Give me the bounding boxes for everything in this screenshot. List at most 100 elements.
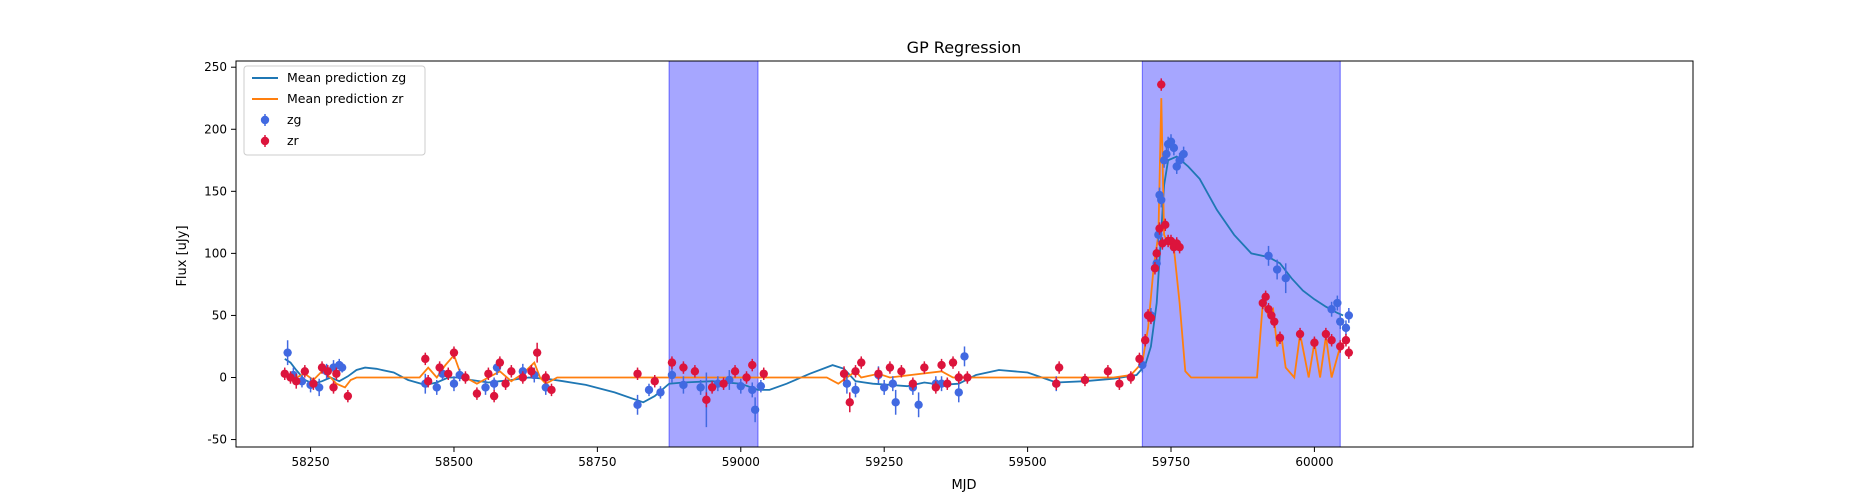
data-point-zr [472,387,482,400]
data-point-zr [719,377,728,390]
x-tick: 59500 [1009,447,1047,469]
data-point-zg [1272,259,1282,280]
data-point-zr [541,371,550,384]
x-tick-label: 59250 [865,455,903,469]
data-point-zr [920,361,929,374]
data-point-zg [679,376,688,394]
data-point-zr [874,367,883,380]
y-tick-label: 200 [204,122,227,136]
data-point-zg [748,382,757,398]
data-point-zr [954,371,963,384]
data-point-zr [937,358,946,372]
data-point-zr [507,365,516,378]
data-point-zr [667,356,677,369]
data-point-zr [702,392,711,408]
data-point-zg [1344,307,1354,323]
data-point-zr [1157,78,1166,91]
data-point-zr [1080,373,1090,387]
x-tick: 59250 [865,447,903,469]
data-point-zr [495,356,505,369]
data-point-zr [323,365,332,378]
y-tick: 200 [204,122,236,136]
legend-label: Mean prediction zg [287,70,406,85]
data-point-zr [851,365,860,378]
data-point-zg [644,383,654,397]
data-point-zr [1135,352,1144,366]
data-point-zr [1310,336,1319,349]
data-point-zr [444,367,453,380]
data-point-zr [1161,218,1170,232]
series-zr [280,78,1354,413]
data-point-zr [897,365,906,378]
data-point-zr [748,358,757,372]
data-point-zr [1327,334,1336,347]
data-point-zr [742,371,751,384]
x-tick: 58500 [435,447,473,469]
data-point-zg [756,379,766,393]
data-point-zr [1344,346,1354,359]
x-tick: 59750 [1152,447,1190,469]
y-axis-ticks: -50 0 50 100 150 200 250 [204,60,236,447]
legend-label: Mean prediction zr [287,91,404,106]
data-point-zr [1175,240,1184,254]
data-point-zr [650,375,659,388]
data-point-zg [489,377,499,390]
x-tick: 58250 [291,447,330,469]
data-point-zr [1270,315,1279,328]
data-point-zg [1341,320,1351,336]
data-point-zr [759,367,768,380]
data-point-zr [435,361,444,374]
mean-line-zr [284,98,1347,389]
data-point-zr [1341,334,1351,347]
x-tick-label: 59750 [1152,455,1190,469]
y-tick: -50 [207,433,236,447]
data-point-zg [1162,146,1171,162]
data-point-zr [484,367,493,380]
data-point-zr [501,377,510,390]
legend-entry: zg [260,112,302,127]
data-point-zg [1333,295,1342,311]
data-point-zr [690,365,700,378]
data-point-zr [309,377,318,390]
data-point-zg [449,376,459,392]
data-point-zr [547,383,556,397]
y-tick: 0 [219,370,236,384]
data-point-zg [696,379,705,395]
x-tick-label: 59500 [1009,455,1047,469]
data-point-zr [300,365,310,378]
y-axis-label: Flux [uJy] [175,225,190,286]
x-axis-label: MJD [951,478,976,493]
x-tick: 59000 [722,447,760,469]
data-point-zr [1103,365,1113,378]
chart-title: GP Regression [907,38,1022,57]
data-point-zr [489,389,499,403]
y-tick-label: -50 [207,433,227,447]
data-point-zg [1179,146,1188,162]
data-point-zr [679,361,688,374]
data-point-zg [432,379,441,395]
data-point-zr [633,367,642,380]
data-point-zr [931,381,941,394]
data-point-zg [891,389,900,415]
highlight-regions [668,60,1341,448]
data-point-zr [1321,327,1331,341]
data-point-zg [656,386,665,399]
data-point-zr [857,356,866,369]
data-point-zg [1264,245,1273,266]
data-point-zr [1295,327,1305,341]
legend-entry: Mean prediction zg [252,70,406,85]
data-point-zg [888,376,897,392]
data-point-zg [1327,301,1336,317]
y-tick: 100 [204,246,236,260]
data-point-zr [421,352,430,366]
legend-label: zg [287,112,302,127]
data-point-zg [750,397,760,423]
data-point-zr [1275,331,1285,344]
data-point-zg [960,346,969,367]
legend-box [243,65,426,156]
data-point-zg [914,392,923,418]
x-tick-label: 58250 [291,455,329,469]
data-point-zg [1281,263,1290,294]
data-point-zr [839,366,849,382]
